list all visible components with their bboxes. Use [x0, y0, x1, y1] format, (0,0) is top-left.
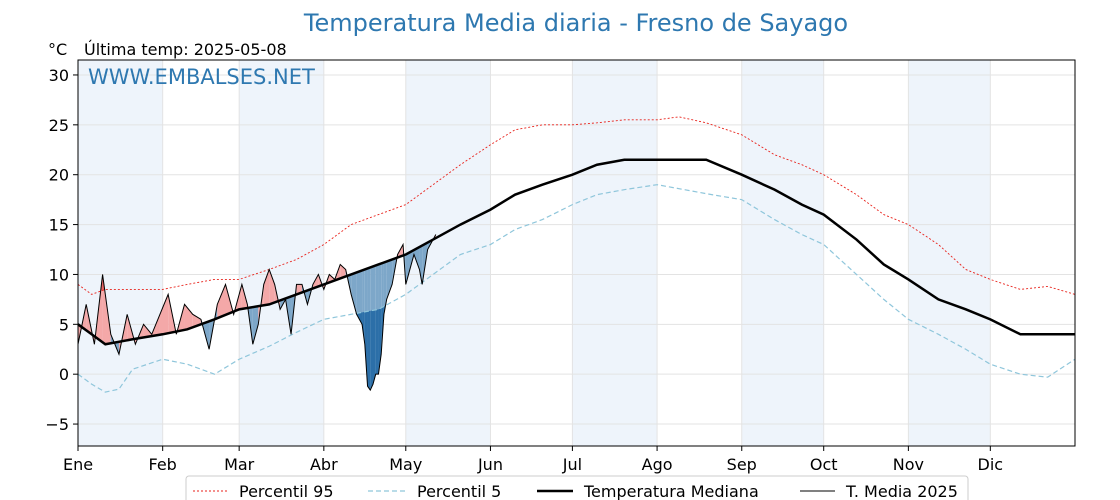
series-line-p5 — [77, 184, 1076, 393]
fill-extreme-cold — [351, 313, 357, 315]
series-line-median — [77, 158, 1075, 346]
x-tick-label: Ago — [642, 455, 673, 474]
last-temp-label: Última temp: 2025-05-08 — [84, 40, 287, 59]
fill-above-median — [269, 269, 275, 305]
fill-above-median — [159, 294, 169, 335]
x-tick-label: Dic — [978, 455, 1004, 474]
x-tick-label: Nov — [893, 455, 924, 474]
fill-extreme-cold — [367, 310, 371, 391]
fill-extreme-cold — [370, 310, 374, 391]
watermark: WWW.EMBALSES.NET — [88, 65, 315, 89]
fill-below-median — [252, 306, 259, 345]
fill-below-median — [419, 245, 423, 285]
month-band — [239, 60, 324, 446]
legend-label-median: Temperatura Mediana — [583, 482, 759, 500]
unit-label: °C — [48, 40, 67, 59]
fill-below-median — [356, 270, 363, 325]
x-tick-label: Ene — [63, 455, 93, 474]
y-tick-label: 30 — [49, 66, 69, 85]
y-tick-label: 20 — [49, 166, 69, 185]
x-tick-label: Mar — [224, 455, 255, 474]
x-tick-label: Feb — [149, 455, 177, 474]
series-line-p95 — [77, 116, 1076, 295]
x-tick-label: Jun — [477, 455, 503, 474]
y-tick-label: 25 — [49, 116, 69, 135]
fill-extreme-cold — [373, 309, 376, 385]
legend-label-p95: Percentil 95 — [239, 482, 334, 500]
series-line-t2025 — [77, 234, 437, 392]
fill-above-median — [217, 284, 226, 319]
y-tick-label: −5 — [45, 415, 69, 434]
x-tick-label: Jul — [562, 455, 582, 474]
month-band — [741, 60, 824, 446]
series-lines — [77, 116, 1076, 393]
month-band — [908, 60, 991, 446]
chart-title: Temperatura Media diaria - Fresno de Say… — [303, 9, 848, 37]
legend: Percentil 95 Percentil 5 Temperatura Med… — [185, 475, 969, 500]
fill-extreme-cold — [364, 311, 368, 387]
fill-above-median — [340, 264, 346, 279]
fill-above-median — [263, 269, 270, 306]
month-band — [572, 60, 658, 446]
fill-extreme-cold — [375, 309, 379, 375]
plot-frame — [77, 59, 1076, 447]
y-axis: −5 0 5 10 15 20 25 30 — [45, 66, 78, 434]
legend-box — [185, 475, 969, 500]
x-tick-label: Oct — [810, 455, 838, 474]
fill-above-median — [184, 304, 193, 330]
fill-extreme-warm — [102, 274, 111, 291]
fill-below-median — [386, 259, 393, 300]
fill-below-median — [351, 272, 357, 315]
y-tick-label: 15 — [49, 216, 69, 235]
x-tick-label: May — [389, 455, 422, 474]
y-tick-label: 5 — [59, 315, 69, 334]
month-bands — [78, 60, 991, 446]
x-tick-label: Sep — [727, 455, 757, 474]
legend-label-p5: Percentil 5 — [417, 482, 501, 500]
fill-above-median — [143, 324, 152, 338]
fill-below-median — [413, 247, 420, 270]
x-axis: Ene Feb Mar Abr May Jun Jul Ago Sep Oct Nov Dic — [63, 446, 1003, 474]
legend-label-t2025: T. Media 2025 — [845, 482, 958, 500]
fill-extreme-cold — [383, 304, 387, 315]
y-tick-label: 10 — [49, 265, 69, 284]
y-tick-label: 0 — [59, 365, 69, 384]
x-tick-label: Abr — [310, 455, 338, 474]
